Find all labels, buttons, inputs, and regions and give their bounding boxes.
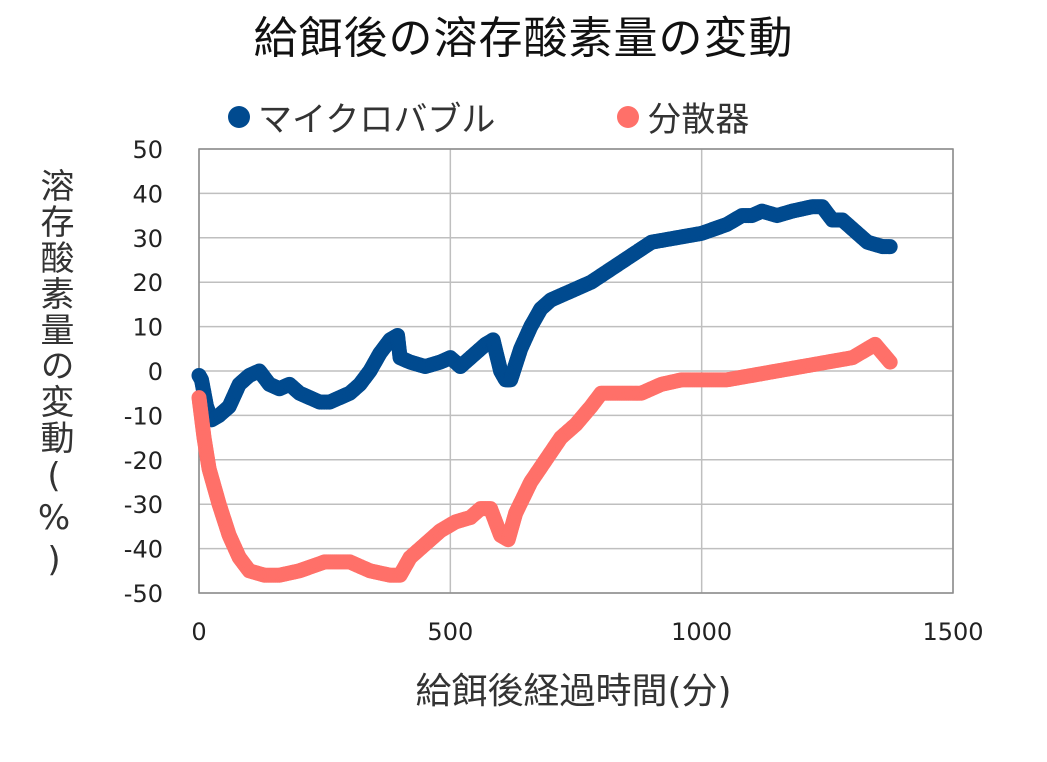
chart-title: 給餌後の溶存酸素量の変動 xyxy=(253,13,794,64)
y-tick-label: -10 xyxy=(124,402,163,430)
data-point xyxy=(882,239,898,255)
x-tick-label: 1500 xyxy=(922,618,983,646)
y-tick-label: 20 xyxy=(132,269,163,297)
y-tick-label: 10 xyxy=(132,314,163,342)
series-0 xyxy=(191,199,898,428)
x-tick-label: 1000 xyxy=(671,618,732,646)
y-tick-label: 50 xyxy=(132,136,163,164)
y-tick-label: 0 xyxy=(148,358,163,386)
y-tick-label: -40 xyxy=(124,536,163,564)
legend-label: 分散器 xyxy=(647,100,750,140)
tick-labels: 50 40 30 20 10 0 -10 -20 -30 -40 -50 0 500 1000 1500 xyxy=(124,136,984,646)
y-tick-label: 40 xyxy=(132,180,163,208)
x-axis-label: 給餌後経過時間(分) xyxy=(415,671,732,712)
data-series xyxy=(191,199,898,583)
data-point xyxy=(882,354,898,370)
legend-item-diffuser: 分散器 xyxy=(617,92,749,141)
y-tick-label: 30 xyxy=(132,225,163,253)
legend-marker-icon xyxy=(228,105,250,128)
y-tick-label: -20 xyxy=(124,447,163,475)
x-tick-label: 0 xyxy=(191,618,206,646)
y-tick-label: -50 xyxy=(124,580,163,608)
x-tick-label: 500 xyxy=(427,618,473,646)
legend: マイクロバブル 分散器 xyxy=(228,92,871,141)
legend-label: マイクロバブル xyxy=(258,100,496,140)
legend-marker-icon xyxy=(617,105,640,128)
y-axis-label: 溶存酸素量の変動(%) xyxy=(34,168,74,582)
series-1 xyxy=(191,336,898,583)
legend-item-microbubble: マイクロバブル xyxy=(228,92,495,141)
y-tick-label: -30 xyxy=(124,491,163,519)
